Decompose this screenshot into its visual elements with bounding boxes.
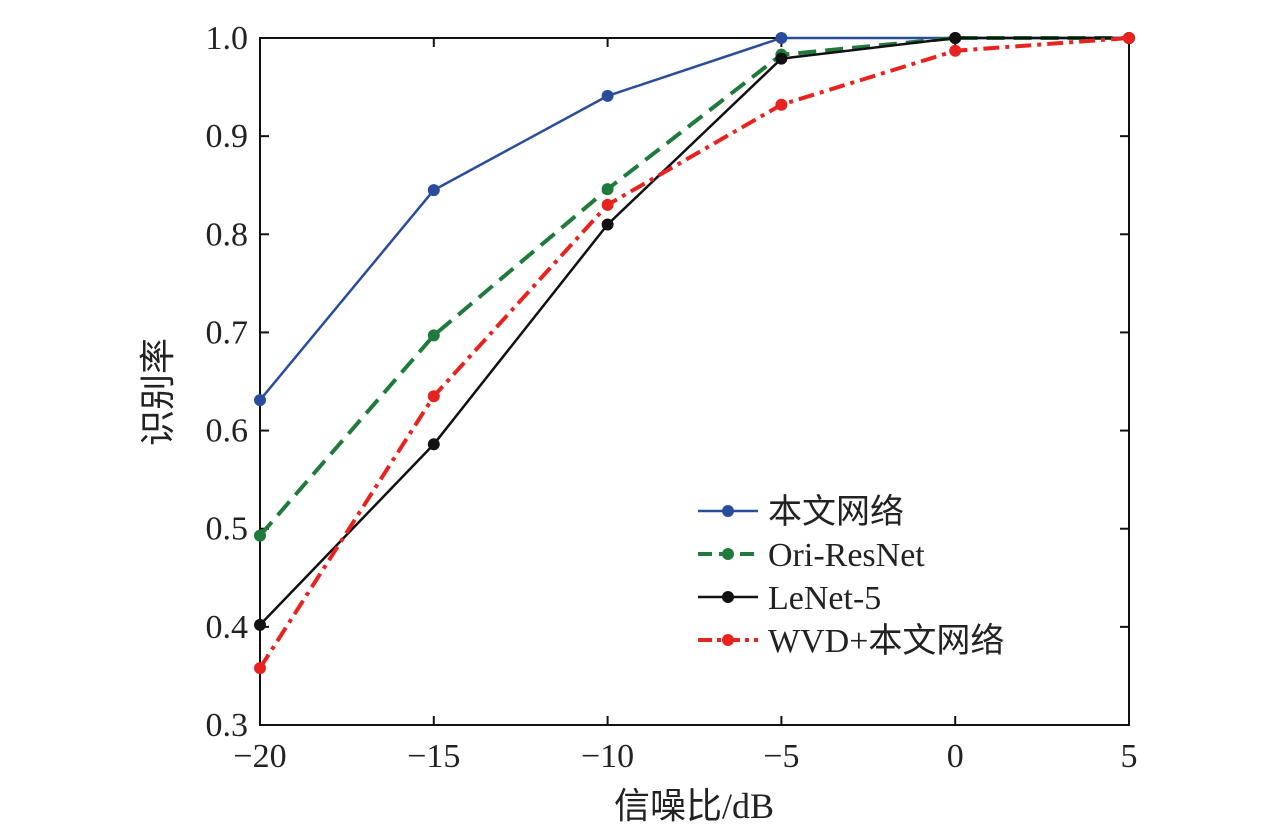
- data-point: [601, 183, 614, 196]
- data-point: [254, 618, 266, 631]
- data-point: [949, 44, 962, 57]
- x-tick-label: −15: [407, 738, 460, 775]
- x-tick-label: −5: [763, 738, 799, 775]
- series-line: [259, 36, 1129, 626]
- data-point: [949, 32, 962, 44]
- legend-label: WVD+本文网络: [768, 622, 1004, 660]
- x-axis: −20 −15 −10 −5 0 5: [233, 38, 1138, 775]
- x-tick-label: 0: [947, 738, 964, 775]
- x-tick-label: 5: [1121, 738, 1138, 775]
- y-tick-label: 0.8: [206, 216, 249, 253]
- legend: 本文网络 Ori-ResNet LeNet-5 WVD+本文网络: [698, 493, 1004, 660]
- legend-label: Ori-ResNet: [768, 537, 925, 574]
- series-3: [254, 32, 1135, 675]
- x-tick-label: −10: [581, 738, 634, 775]
- data-point: [775, 98, 788, 111]
- y-tick-label: 0.5: [206, 511, 249, 548]
- legend-marker: [722, 548, 734, 560]
- y-axis: 0.3 0.4 0.5 0.6 0.7 0.8 0.9 1.0: [206, 20, 1129, 744]
- x-tick-label: −20: [233, 738, 286, 775]
- y-tick-label: 0.6: [206, 413, 249, 450]
- y-tick-label: 0.3: [206, 707, 249, 744]
- data-point: [254, 394, 266, 407]
- y-tick-label: 1.0: [206, 20, 249, 57]
- legend-label: 本文网络: [768, 493, 904, 531]
- legend-entry: Ori-ResNet: [698, 537, 925, 574]
- y-tick-label: 0.7: [206, 314, 249, 351]
- y-tick-label: 0.9: [206, 118, 249, 155]
- data-point: [427, 438, 440, 451]
- data-point: [1123, 32, 1135, 44]
- data-point: [254, 529, 266, 542]
- legend-marker: [722, 505, 734, 517]
- legend-entry: LeNet-5: [698, 580, 881, 617]
- series-0: [254, 32, 1135, 407]
- legend-entry: 本文网络: [698, 493, 904, 531]
- plot-frame: [259, 37, 1130, 726]
- data-point: [775, 52, 788, 65]
- data-point: [254, 662, 266, 675]
- y-tick-label: 0.4: [206, 609, 249, 646]
- series-1: [254, 32, 1135, 542]
- data-point: [775, 32, 788, 44]
- data-point: [427, 390, 440, 403]
- data-point: [427, 184, 440, 197]
- data-point: [601, 89, 614, 102]
- x-axis-title: 信噪比/dB: [614, 786, 774, 826]
- data-point: [601, 198, 614, 211]
- legend-marker: [722, 591, 734, 603]
- legend-marker: [722, 634, 734, 646]
- series-line: [258, 36, 1130, 670]
- legend-label: LeNet-5: [768, 580, 881, 617]
- data-point: [427, 329, 440, 342]
- data-point: [601, 218, 614, 231]
- series-line: [259, 36, 1129, 401]
- legend-entry: WVD+本文网络: [698, 622, 1004, 660]
- y-axis-title: 识别率: [138, 338, 178, 446]
- series-layer: [254, 32, 1135, 675]
- series-line: [258, 36, 1129, 537]
